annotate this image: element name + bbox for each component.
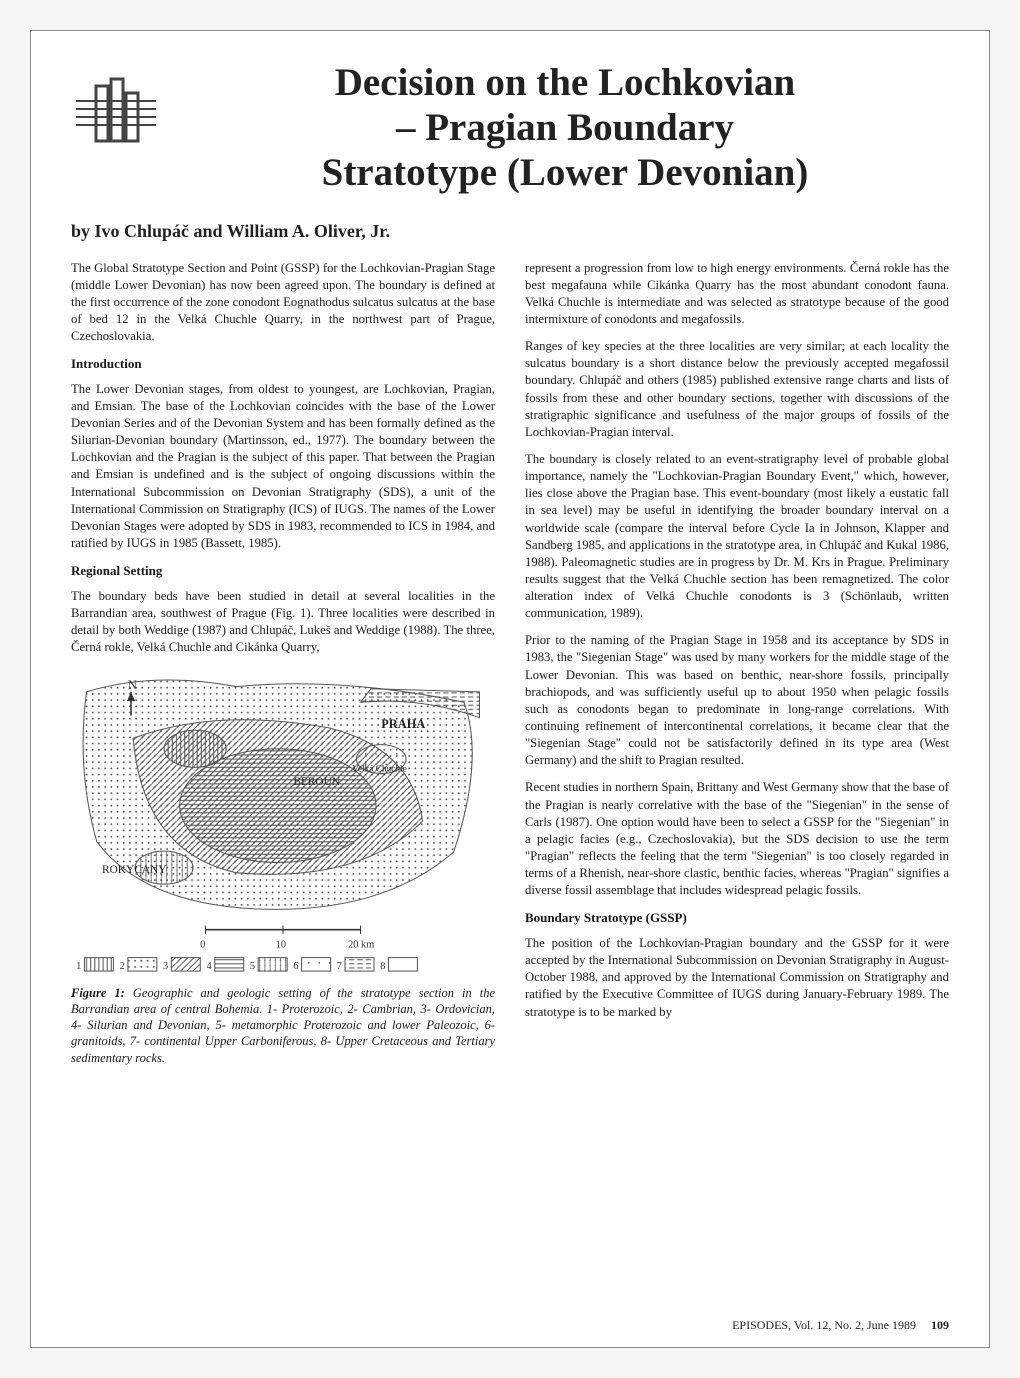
svg-text:2: 2: [120, 961, 125, 972]
svg-text:6: 6: [293, 961, 298, 972]
left-column: The Global Stratotype Section and Point …: [71, 260, 495, 1076]
right-column: represent a progression from low to high…: [525, 260, 949, 1076]
section-heading-introduction: Introduction: [71, 355, 495, 373]
two-column-layout: The Global Stratotype Section and Point …: [71, 260, 949, 1076]
right-p4: Prior to the naming of the Pragian Stage…: [525, 632, 949, 769]
article-title: Decision on the Lochkovian – Pragian Bou…: [181, 61, 949, 196]
header: Decision on the Lochkovian – Pragian Bou…: [71, 61, 949, 201]
right-p3: The boundary is closely related to an ev…: [525, 451, 949, 622]
intro-paragraph: The Lower Devonian stages, from oldest t…: [71, 381, 495, 552]
right-p2: Ranges of key species at the three local…: [525, 338, 949, 441]
figure-1-caption: Figure 1: Geographic and geologic settin…: [71, 985, 495, 1066]
svg-text:1: 1: [76, 961, 81, 972]
section-heading-regional: Regional Setting: [71, 562, 495, 580]
map-label-beroun: BEROUN: [293, 776, 340, 788]
figure-1-map: N PRAHA BEROUN Velká Chuchle ROKYCANY 0 …: [71, 666, 495, 1065]
figure-caption-text: Geographic and geologic setting of the s…: [71, 986, 495, 1065]
title-line-1: Decision on the Lochkovian: [335, 61, 795, 104]
svg-text:5: 5: [250, 961, 255, 972]
page-frame: Decision on the Lochkovian – Pragian Bou…: [30, 30, 990, 1348]
figure-label: Figure 1:: [71, 986, 125, 1000]
svg-text:0: 0: [200, 940, 205, 951]
footer-page-number: 109: [931, 1318, 949, 1332]
title-line-3: Stratotype (Lower Devonian): [322, 151, 809, 194]
svg-text:7: 7: [337, 961, 342, 972]
map-label-velka: Velká Chuchle: [352, 765, 406, 775]
right-p1: represent a progression from low to high…: [525, 260, 949, 329]
regional-paragraph: The boundary beds have been studied in d…: [71, 588, 495, 657]
byline: by Ivo Chlupáč and William A. Oliver, Jr…: [71, 221, 949, 242]
title-block: Decision on the Lochkovian – Pragian Bou…: [181, 61, 949, 201]
svg-text:8: 8: [380, 961, 385, 972]
svg-text:10: 10: [276, 940, 286, 951]
right-p5: Recent studies in northern Spain, Britta…: [525, 779, 949, 899]
page-footer: EPISODES, Vol. 12, No. 2, June 1989 109: [732, 1318, 949, 1333]
north-label: N: [128, 678, 137, 692]
footer-journal: EPISODES, Vol. 12, No. 2, June 1989: [732, 1318, 916, 1332]
section-heading-gssp: Boundary Stratotype (GSSP): [525, 909, 949, 927]
map-label-rokycany: ROKYCANY: [102, 864, 166, 876]
abstract: The Global Stratotype Section and Point …: [71, 260, 495, 346]
right-p6: The position of the Lochkovian-Pragian b…: [525, 935, 949, 1021]
map-label-praha: PRAHA: [381, 717, 425, 731]
svg-text:4: 4: [206, 961, 211, 972]
journal-logo-icon: [71, 71, 161, 161]
svg-text:20 km: 20 km: [348, 940, 374, 951]
svg-text:3: 3: [163, 961, 168, 972]
title-line-2: – Pragian Boundary: [396, 106, 734, 149]
